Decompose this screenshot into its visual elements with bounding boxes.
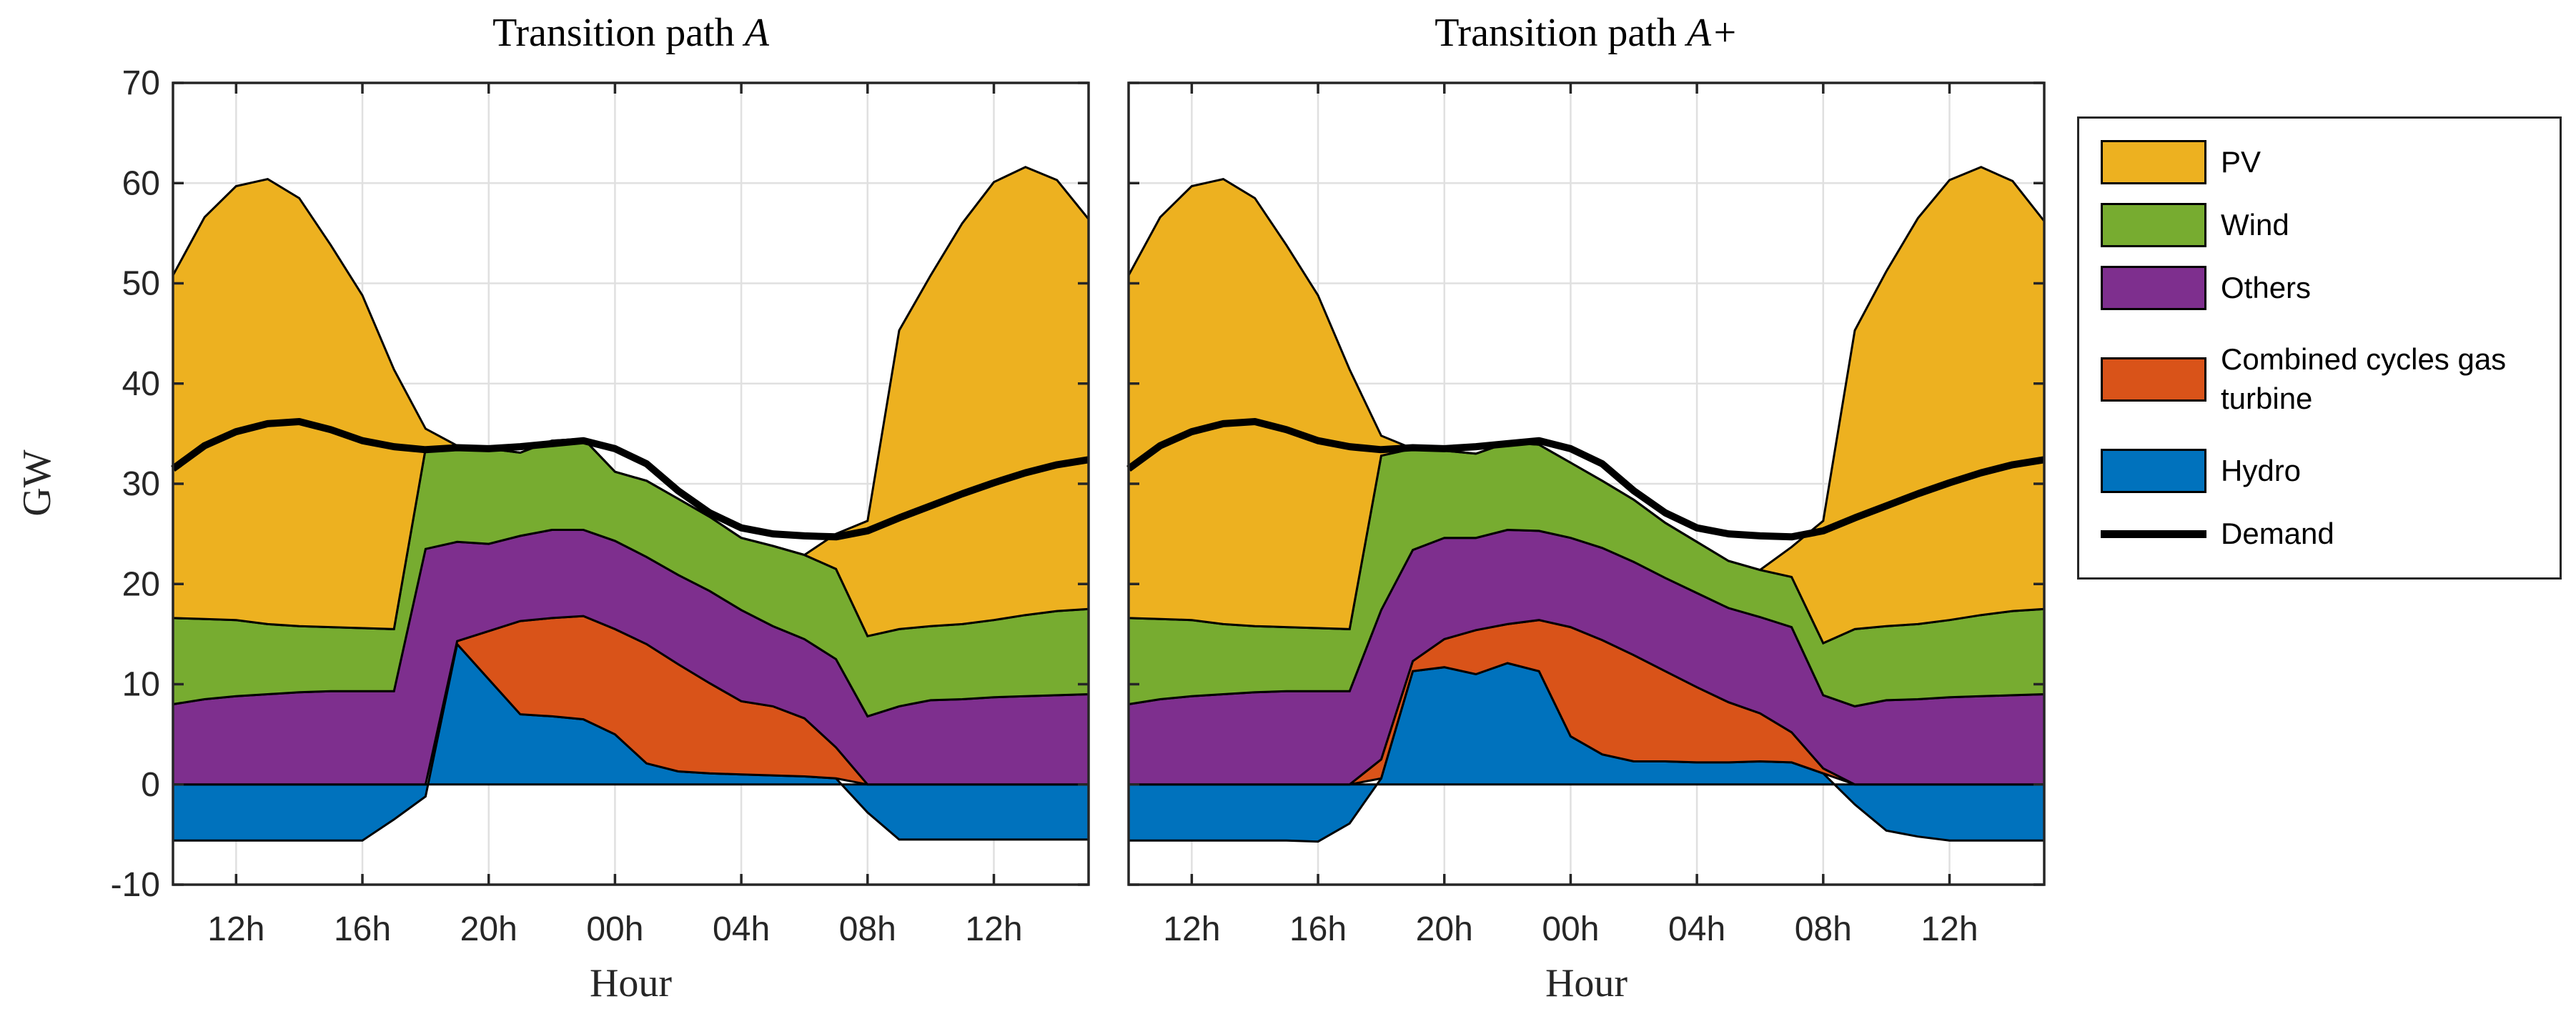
x-tick-label: 04h [1668,910,1725,948]
y-tick-label: 60 [122,164,160,202]
y-tick-label: 20 [122,565,160,603]
legend-label-others: Others [2221,270,2312,304]
legend-item-hydro: Hydro [2101,439,2552,502]
legend: PV Wind Others Combined cycles gas turbi… [2077,116,2562,580]
legend-item-ccgt: Combined cycles gas turbine [2101,319,2552,439]
x-tick-labels: 12h 16h 20h 00h 04h 08h 12h [1163,910,1978,948]
legend-label-wind: Wind [2221,207,2289,242]
y-tick-labels: -10 0 10 20 30 40 50 60 70 [111,64,160,904]
y-tick-label: 30 [122,465,160,503]
title-variant: A+ [1686,11,1738,55]
title-prefix: Transition path [1435,11,1687,55]
title-variant: A [744,11,769,55]
demand-line [171,418,1089,541]
chart-title-transition-a: Transition path A [173,10,1089,56]
x-tick-label: 12h [207,910,264,948]
legend-item-others: Others [2101,257,2552,319]
x-tick-label: 16h [1289,910,1347,948]
hydro-swatch [2101,449,2206,493]
demand-line-swatch [2101,530,2206,538]
x-tick-label: 00h [586,910,643,948]
x-tick-labels: 12h 16h 20h 00h 04h 08h 12h [207,910,1022,948]
x-tick-label: 12h [965,910,1022,948]
x-tick-label: 04h [713,910,770,948]
axes-box [1127,81,2046,886]
x-tick-label: 00h [1542,910,1599,948]
legend-item-demand: Demand [2101,502,2552,565]
y-tick-label: 50 [122,265,160,303]
legend-label-pv: PV [2221,144,2262,179]
legend-label-hydro: Hydro [2221,453,2302,487]
stacked-areas [1127,166,2046,843]
others-swatch [2101,266,2206,310]
legend-item-pv: PV [2101,131,2552,194]
chart-title-transition-a-plus: Transition path A+ [1129,10,2044,56]
stacked-areas [172,166,1090,842]
x-tick-label: 16h [334,910,391,948]
x-tick-label: 12h [1921,910,1978,948]
y-tick-label: 10 [122,666,160,704]
legend-item-wind: Wind [2101,194,2552,257]
x-axis-label-a-plus: Hour [1545,961,1628,1005]
y-tick-label: 0 [141,766,160,804]
axes-box [172,81,1090,886]
x-tick-label: 08h [1795,910,1852,948]
legend-label-demand: Demand [2221,516,2334,550]
y-tick-label: -10 [111,866,160,904]
x-axis-label-a: Hour [589,961,673,1005]
x-tick-label: 20h [460,910,517,948]
x-tick-label: 20h [1416,910,1473,948]
legend-label-ccgt: Combined cycles gas turbine [2221,342,2507,415]
pv-swatch [2101,140,2206,184]
ccgt-swatch [2101,357,2206,402]
demand-line [1126,418,2045,541]
x-tick-label: 12h [1163,910,1220,948]
x-tick-label: 08h [839,910,896,948]
y-tick-label: 40 [122,365,160,403]
y-tick-label: 70 [122,64,160,102]
wind-swatch [2101,203,2206,247]
title-prefix: Transition path [492,11,745,55]
